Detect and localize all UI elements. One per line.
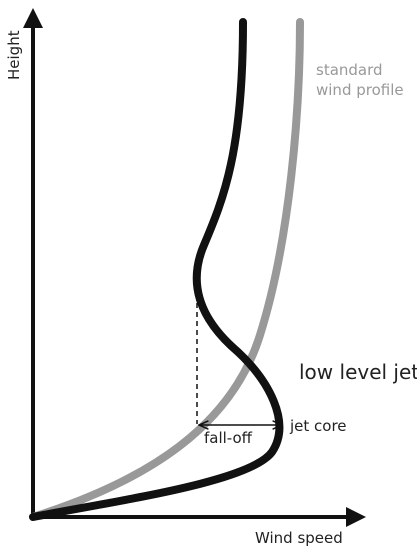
jet-profile-curve — [29, 18, 284, 521]
x-axis-label: Wind speed — [255, 529, 343, 547]
standard-profile-curve — [29, 18, 304, 521]
jet-core-label: jet core — [289, 417, 347, 435]
fall-off-label: fall-off — [204, 429, 253, 447]
standard-profile-label: wind profile — [316, 81, 404, 99]
standard-profile-label: standard — [316, 61, 383, 79]
y-axis-label: Height — [5, 30, 23, 80]
low-level-jet-label: low level jet — [299, 360, 417, 384]
